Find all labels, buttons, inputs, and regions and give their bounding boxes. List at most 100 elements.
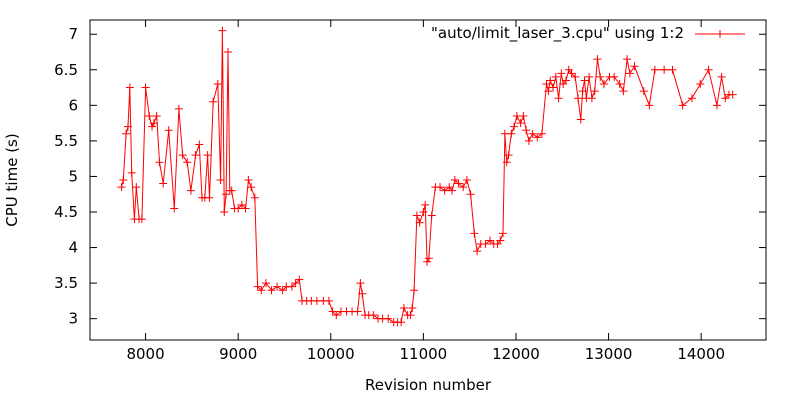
data-point-0-39 (234, 204, 243, 213)
data-point-0-152 (639, 87, 648, 96)
data-point-0-61 (328, 307, 337, 316)
data-point-0-156 (668, 65, 677, 74)
data-point-0-4 (125, 83, 134, 92)
data-point-0-113 (510, 122, 519, 131)
y-tick-label-4: 5 (68, 167, 78, 185)
data-point-0-41 (241, 204, 250, 213)
data-point-0-35 (223, 48, 232, 56)
data-point-0-107 (496, 236, 505, 245)
data-point-0-30 (213, 80, 222, 88)
data-point-0-9 (137, 215, 146, 224)
data-point-0-60 (324, 296, 333, 305)
data-point-0-48 (267, 286, 276, 295)
data-point-0-19 (174, 104, 183, 113)
data-point-0-11 (145, 112, 154, 120)
data-point-0-115 (516, 119, 525, 128)
legend-label-0: "auto/limit_laser_3.cpu" using 1:2 (431, 24, 684, 43)
data-point-0-32 (218, 26, 227, 35)
x-tick-label-4: 12000 (492, 345, 540, 363)
data-point-0-101 (473, 247, 482, 256)
data-point-0-128 (557, 69, 566, 78)
data-point-0-1 (119, 176, 128, 184)
data-point-0-158 (687, 94, 696, 103)
data-point-0-143 (596, 72, 605, 81)
data-point-0-159 (696, 80, 705, 88)
data-point-0-12 (148, 122, 157, 131)
y-axis-title: CPU time (s) (3, 133, 21, 226)
data-point-0-68 (358, 289, 367, 298)
data-point-0-155 (660, 65, 669, 74)
data-point-0-7 (132, 183, 141, 192)
data-point-0-45 (253, 282, 262, 291)
data-point-0-154 (650, 65, 659, 74)
data-point-0-92 (440, 186, 449, 195)
data-point-0-153 (645, 101, 654, 110)
data-point-0-116 (519, 112, 528, 120)
x-tick-label-6: 14000 (677, 345, 725, 363)
data-point-0-49 (273, 282, 282, 291)
data-point-0-132 (567, 69, 576, 78)
data-point-0-96 (454, 179, 463, 188)
data-point-0-13 (149, 119, 158, 128)
data-point-0-74 (384, 314, 393, 323)
data-point-0-29 (209, 97, 218, 106)
y-tick-label-8: 7 (68, 25, 78, 43)
data-point-0-42 (244, 176, 253, 184)
y-tick-label-0: 3 (68, 310, 78, 328)
data-point-0-82 (410, 286, 419, 295)
data-point-0-150 (625, 69, 634, 78)
data-point-0-135 (576, 115, 585, 124)
data-point-0-50 (278, 286, 287, 295)
x-axis-title: Revision number (365, 376, 492, 394)
plot-frame (89, 19, 767, 341)
data-point-0-14 (152, 112, 161, 120)
data-point-0-117 (522, 126, 531, 135)
data-point-0-119 (528, 129, 537, 138)
data-point-0-5 (127, 168, 136, 177)
data-point-0-66 (353, 307, 362, 316)
data-point-0-0 (117, 183, 126, 192)
series-layer (117, 26, 737, 327)
axes: 8000 9000 10000 11000 12000 13000 14000 3 3.5 4 4.… (54, 20, 766, 363)
data-point-0-54 (295, 275, 304, 284)
data-point-0-139 (585, 72, 594, 81)
data-point-0-120 (533, 133, 542, 142)
legend-marker-0 (716, 30, 724, 38)
data-point-0-103 (481, 240, 490, 248)
data-point-0-126 (551, 72, 560, 81)
data-point-0-142 (593, 55, 602, 64)
data-point-0-112 (507, 129, 516, 138)
data-point-0-18 (170, 204, 179, 213)
data-point-0-16 (159, 179, 168, 188)
y-tick-label-3: 4.5 (54, 203, 78, 221)
data-point-0-44 (250, 193, 259, 202)
data-point-0-146 (610, 72, 619, 81)
y-tick-label-5: 5.5 (54, 132, 78, 150)
data-point-0-95 (450, 176, 459, 184)
series-line-0 (121, 30, 733, 323)
data-point-0-144 (599, 80, 608, 88)
data-point-0-78 (399, 304, 408, 312)
data-point-0-108 (499, 229, 508, 238)
data-point-0-84 (415, 218, 424, 227)
data-point-0-40 (237, 200, 246, 209)
data-point-0-17 (164, 126, 173, 135)
data-point-0-121 (537, 129, 546, 138)
data-point-0-37 (227, 186, 236, 195)
data-point-0-62 (332, 311, 341, 320)
legend: "auto/limit_laser_3.cpu" using 1:2 (431, 24, 745, 43)
data-point-0-162 (717, 72, 726, 81)
data-point-0-118 (524, 136, 533, 145)
data-point-0-161 (712, 101, 721, 110)
x-tick-label-5: 13000 (585, 345, 633, 363)
data-point-0-22 (186, 186, 195, 195)
data-point-0-34 (222, 190, 231, 199)
data-point-0-83 (412, 211, 421, 220)
data-point-0-85 (419, 208, 428, 216)
y-tick-label-1: 3.5 (54, 274, 78, 292)
data-point-0-53 (291, 279, 300, 288)
data-point-0-160 (704, 65, 713, 74)
data-point-0-127 (554, 94, 563, 103)
data-point-0-98 (462, 176, 471, 184)
